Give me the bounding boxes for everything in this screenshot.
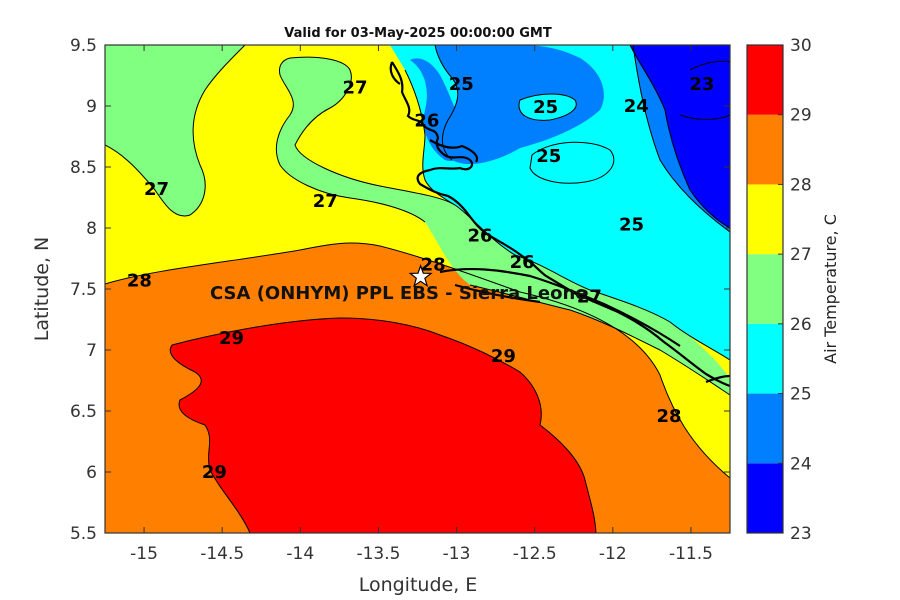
contour-label: 26 <box>467 225 492 246</box>
map-plot-area <box>105 45 730 533</box>
colorbar-tick-label: 30 <box>790 36 812 56</box>
x-tick-label: -11.5 <box>669 544 713 564</box>
y-axis-label: Latitude, N <box>31 237 53 342</box>
colorbar-band-26 <box>747 254 783 324</box>
y-axis-ticks: 5.5 6 6.5 7 7.5 8 8.5 9 9.5 <box>70 36 730 544</box>
contour-label: 25 <box>449 74 474 95</box>
contour-line-24 <box>629 45 730 229</box>
region-23 <box>630 45 730 228</box>
contour-label: 23 <box>689 74 714 95</box>
colorbar-tick-label: 28 <box>790 175 812 195</box>
contour-line-27-west <box>105 45 246 217</box>
y-tick-label: 9.5 <box>70 36 97 56</box>
y-tick-label: 8.5 <box>70 158 97 178</box>
contour-label: 28 <box>657 406 682 427</box>
coastline-river <box>439 267 681 347</box>
colorbar-band-24 <box>747 393 783 464</box>
contour-label: 29 <box>202 462 227 483</box>
x-tick-label: -14 <box>286 544 314 564</box>
contour-label: 24 <box>624 96 649 117</box>
region-24-coastal <box>410 58 467 161</box>
colorbar-tick-label: 25 <box>790 385 812 405</box>
contour-line-28 <box>105 242 730 479</box>
map-title: Valid for 03-May-2025 00:00:00 GMT <box>284 26 552 41</box>
colorbar-band-27 <box>747 184 783 255</box>
x-tick-label: -13.5 <box>356 544 400 564</box>
colorbar-tick-label: 23 <box>790 524 812 544</box>
y-tick-label: 5.5 <box>70 524 97 544</box>
region-29 <box>170 318 596 533</box>
contour-line-29 <box>169 317 597 533</box>
contour-label: 26 <box>414 111 439 132</box>
contour-label: 25 <box>619 214 644 235</box>
station-marker <box>408 264 433 288</box>
star-icon <box>408 264 433 288</box>
colorbar <box>747 45 783 533</box>
contour-label: 25 <box>533 97 558 118</box>
x-tick-label: -13 <box>443 544 471 564</box>
coastline-border <box>454 283 541 304</box>
y-tick-label: 6.5 <box>70 402 97 422</box>
x-axis-ticks: -15 -14.5 -14 -13.5 -13 -12.5 -12 -11.5 <box>130 45 713 564</box>
contour-label: 27 <box>577 286 602 307</box>
colorbar-band-28 <box>747 114 783 185</box>
contour-label: 25 <box>536 146 561 167</box>
contour-label: 28 <box>127 270 152 291</box>
coastline-east-arm <box>705 374 730 384</box>
x-tick-label: -12 <box>599 544 627 564</box>
colorbar-tick-label: 26 <box>790 315 812 335</box>
station-label: CSA (ONHYM) PPL EBS - Sierra Leone <box>210 283 587 304</box>
contour-lines <box>105 45 730 533</box>
colorbar-band-23 <box>747 463 783 533</box>
x-tick-label: -14.5 <box>200 544 244 564</box>
region-26-west <box>105 45 245 216</box>
y-tick-label: 7.5 <box>70 280 97 300</box>
region-25-pocket-south <box>530 142 614 184</box>
colorbar-band-25 <box>747 323 783 394</box>
region-25-pocket-north <box>519 94 577 121</box>
contour-line-26 <box>404 69 730 361</box>
contour-line-25 <box>434 45 730 233</box>
colorbar-ticks: 23 24 25 26 27 28 29 30 <box>778 36 812 544</box>
y-tick-label: 7 <box>86 341 97 361</box>
coastline <box>389 61 730 388</box>
x-tick-label: -15 <box>130 544 158 564</box>
y-tick-label: 9 <box>86 97 97 117</box>
y-tick-label: 6 <box>86 463 97 483</box>
contour-label: 26 <box>510 252 535 273</box>
colorbar-label: Air Temperature, C <box>821 214 840 364</box>
contour-label: 27 <box>342 78 367 99</box>
coastline-inlet <box>389 61 479 163</box>
colorbar-frame <box>746 44 784 534</box>
contour-label: 29 <box>491 346 516 367</box>
colorbar-tick-label: 27 <box>790 245 812 265</box>
colorbar-band-29 <box>747 45 783 115</box>
coastline-path <box>391 61 730 388</box>
x-axis-label: Longitude, E <box>359 574 478 596</box>
contour-label: 27 <box>313 191 338 212</box>
contour-label: 29 <box>219 328 244 349</box>
x-tick-label: -12.5 <box>513 544 557 564</box>
contour-line-23 <box>679 60 730 120</box>
y-tick-label: 8 <box>86 219 97 239</box>
colorbar-tick-label: 29 <box>790 106 812 126</box>
contour-label: 28 <box>421 255 446 276</box>
colorbar-tick-label: 24 <box>790 454 812 474</box>
contour-line-27 <box>275 56 730 396</box>
contour-label: 27 <box>144 179 169 200</box>
contour-labels: 23 24 25 25 25 25 26 26 26 27 27 27 27 28 28 28 29 29 29 <box>127 74 715 483</box>
